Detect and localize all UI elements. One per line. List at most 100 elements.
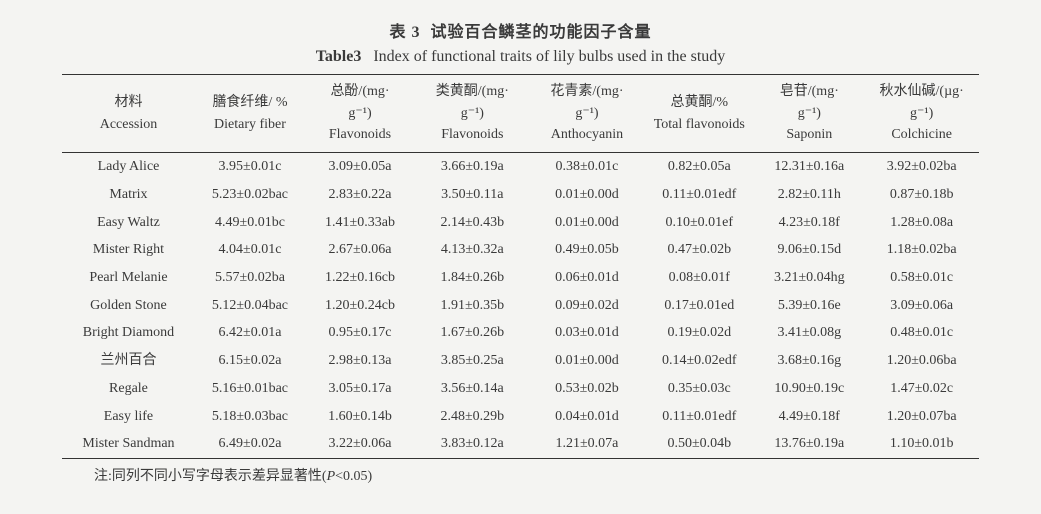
value-cell: 6.42±0.01a — [195, 319, 305, 347]
value-cell: 1.67±0.26b — [415, 319, 530, 347]
value-cell: 13.76±0.19a — [754, 430, 864, 458]
value-cell: 1.22±0.16cb — [305, 264, 415, 292]
value-cell: 0.01±0.00d — [530, 209, 645, 237]
table-row: Matrix5.23±0.02bac2.83±0.22a3.50±0.11a0.… — [62, 181, 979, 209]
value-cell: 3.21±0.04hg — [754, 264, 864, 292]
table-row: Easy life5.18±0.03bac1.60±0.14b2.48±0.29… — [62, 403, 979, 431]
accession-cell: Lady Alice — [62, 153, 195, 181]
value-cell: 0.49±0.05b — [530, 236, 645, 264]
value-cell: 2.14±0.43b — [415, 209, 530, 237]
col-header: 膳食纤维/ % Dietary fiber — [195, 75, 305, 153]
accession-cell: Golden Stone — [62, 292, 195, 320]
table-row: Pearl Melanie5.57±0.02ba1.22±0.16cb1.84±… — [62, 264, 979, 292]
value-cell: 1.91±0.35b — [415, 292, 530, 320]
value-cell: 3.92±0.02ba — [864, 153, 979, 181]
value-cell: 3.41±0.08g — [754, 319, 864, 347]
value-cell: 5.57±0.02ba — [195, 264, 305, 292]
accession-cell: Mister Right — [62, 236, 195, 264]
value-cell: 12.31±0.16a — [754, 153, 864, 181]
value-cell: 0.09±0.02d — [530, 292, 645, 320]
value-cell: 5.39±0.16e — [754, 292, 864, 320]
table-title-en: Index of functional traits of lily bulbs… — [373, 48, 725, 65]
table-row: Mister Right4.04±0.01c2.67±0.06a4.13±0.3… — [62, 236, 979, 264]
value-cell: 0.53±0.02b — [530, 375, 645, 403]
accession-cell: Mister Sandman — [62, 430, 195, 458]
table-row: Golden Stone5.12±0.04bac1.20±0.24cb1.91±… — [62, 292, 979, 320]
value-cell: 0.35±0.03c — [644, 375, 754, 403]
value-cell: 1.20±0.07ba — [864, 403, 979, 431]
value-cell: 2.48±0.29b — [415, 403, 530, 431]
value-cell: 0.08±0.01f — [644, 264, 754, 292]
value-cell: 1.20±0.24cb — [305, 292, 415, 320]
accession-cell: Matrix — [62, 181, 195, 209]
value-cell: 0.06±0.01d — [530, 264, 645, 292]
table-header: 材料 Accession 膳食纤维/ % Dietary fiber 总酚/(m… — [62, 75, 979, 153]
value-cell: 2.98±0.13a — [305, 347, 415, 375]
value-cell: 5.12±0.04bac — [195, 292, 305, 320]
value-cell: 1.21±0.07a — [530, 430, 645, 458]
value-cell: 0.11±0.01edf — [644, 181, 754, 209]
data-table: 材料 Accession 膳食纤维/ % Dietary fiber 总酚/(m… — [62, 74, 979, 459]
col-header: 总酚/(mg· g⁻¹) Flavonoids — [305, 75, 415, 153]
table-number-en: Table3 — [316, 48, 362, 65]
table-row: Easy Waltz4.49±0.01bc1.41±0.33ab2.14±0.4… — [62, 209, 979, 237]
table-row: 兰州百合6.15±0.02a2.98±0.13a3.85±0.25a0.01±0… — [62, 347, 979, 375]
value-cell: 0.50±0.04b — [644, 430, 754, 458]
table-note: 注:同列不同小写字母表示差异显著性(P<0.05) — [62, 465, 979, 485]
value-cell: 3.66±0.19a — [415, 153, 530, 181]
value-cell: 1.10±0.01b — [864, 430, 979, 458]
col-header: 材料 Accession — [62, 75, 195, 153]
value-cell: 0.47±0.02b — [644, 236, 754, 264]
col-header: 秋水仙碱/(µg· g⁻¹) Colchicine — [864, 75, 979, 153]
accession-cell: Easy Waltz — [62, 209, 195, 237]
col-header: 总黄酮/% Total flavonoids — [644, 75, 754, 153]
value-cell: 3.22±0.06a — [305, 430, 415, 458]
table-title-zh: 试验百合鳞茎的功能因子含量 — [431, 24, 652, 41]
value-cell: 5.18±0.03bac — [195, 403, 305, 431]
value-cell: 4.04±0.01c — [195, 236, 305, 264]
table-row: Mister Sandman6.49±0.02a3.22±0.06a3.83±0… — [62, 430, 979, 458]
value-cell: 5.16±0.01bac — [195, 375, 305, 403]
accession-cell: Easy life — [62, 403, 195, 431]
accession-cell: Regale — [62, 375, 195, 403]
value-cell: 4.49±0.18f — [754, 403, 864, 431]
table-row: Lady Alice3.95±0.01c3.09±0.05a3.66±0.19a… — [62, 153, 979, 181]
value-cell: 3.85±0.25a — [415, 347, 530, 375]
col-header: 皂苷/(mg· g⁻¹) Saponin — [754, 75, 864, 153]
value-cell: 3.05±0.17a — [305, 375, 415, 403]
value-cell: 0.38±0.01c — [530, 153, 645, 181]
accession-cell: Pearl Melanie — [62, 264, 195, 292]
table-row: Regale5.16±0.01bac3.05±0.17a3.56±0.14a0.… — [62, 375, 979, 403]
value-cell: 3.09±0.06a — [864, 292, 979, 320]
value-cell: 1.47±0.02c — [864, 375, 979, 403]
value-cell: 0.11±0.01edf — [644, 403, 754, 431]
value-cell: 1.20±0.06ba — [864, 347, 979, 375]
value-cell: 5.23±0.02bac — [195, 181, 305, 209]
table-body: Lady Alice3.95±0.01c3.09±0.05a3.66±0.19a… — [62, 153, 979, 459]
value-cell: 3.50±0.11a — [415, 181, 530, 209]
value-cell: 0.87±0.18b — [864, 181, 979, 209]
value-cell: 0.03±0.01d — [530, 319, 645, 347]
value-cell: 1.18±0.02ba — [864, 236, 979, 264]
value-cell: 0.82±0.05a — [644, 153, 754, 181]
value-cell: 0.19±0.02d — [644, 319, 754, 347]
value-cell: 3.95±0.01c — [195, 153, 305, 181]
value-cell: 2.83±0.22a — [305, 181, 415, 209]
value-cell: 0.14±0.02edf — [644, 347, 754, 375]
accession-cell: 兰州百合 — [62, 347, 195, 375]
value-cell: 9.06±0.15d — [754, 236, 864, 264]
col-header: 类黄酮/(mg· g⁻¹) Flavonoids — [415, 75, 530, 153]
value-cell: 4.49±0.01bc — [195, 209, 305, 237]
value-cell: 2.67±0.06a — [305, 236, 415, 264]
value-cell: 6.15±0.02a — [195, 347, 305, 375]
value-cell: 0.04±0.01d — [530, 403, 645, 431]
value-cell: 3.83±0.12a — [415, 430, 530, 458]
value-cell: 0.01±0.00d — [530, 181, 645, 209]
value-cell: 0.10±0.01ef — [644, 209, 754, 237]
value-cell: 4.13±0.32a — [415, 236, 530, 264]
table-row: Bright Diamond6.42±0.01a0.95±0.17c1.67±0… — [62, 319, 979, 347]
table-caption-zh: 表 3 试验百合鳞茎的功能因子含量 — [62, 18, 979, 42]
value-cell: 3.68±0.16g — [754, 347, 864, 375]
value-cell: 0.01±0.00d — [530, 347, 645, 375]
value-cell: 1.41±0.33ab — [305, 209, 415, 237]
